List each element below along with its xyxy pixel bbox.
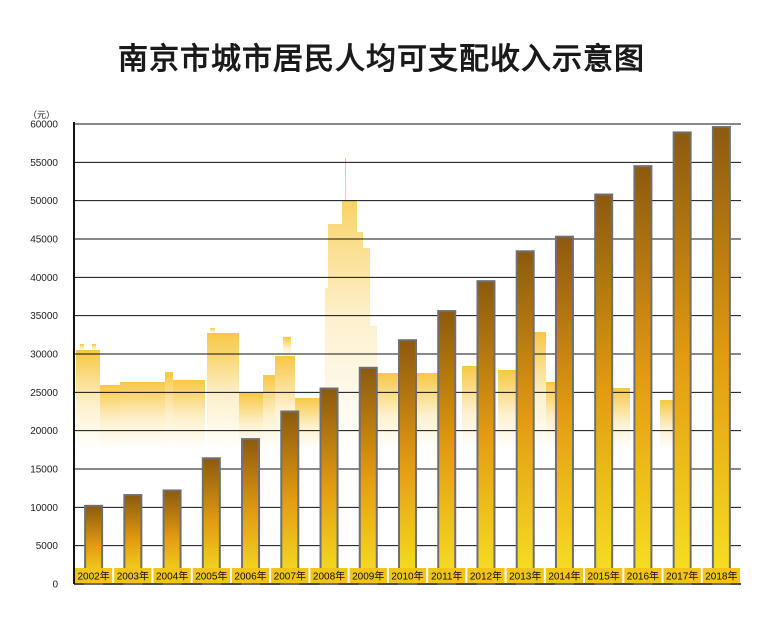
y-unit-label: （元） [28,110,55,120]
x-tick-label: 2004年 [156,570,188,583]
bar [398,339,417,586]
category-label-bg [75,568,113,583]
y-tick-label: 30000 [30,350,58,361]
category-label-bg [114,568,152,583]
bar [711,126,731,585]
x-tick-label: 2016年 [627,570,659,583]
bar [241,438,261,585]
category-label-bg [702,568,740,583]
y-tick-label: 5000 [36,541,59,552]
category-label-bg [428,568,466,583]
x-tick-label: 2007年 [274,570,306,583]
category-label-bg [271,568,309,583]
x-tick-label: 2006年 [234,570,266,583]
bar [437,310,457,585]
bar [123,494,143,585]
category-label-bg [231,568,270,583]
y-tick-label: 60000 [30,120,58,131]
x-tick-label: 2008年 [313,570,345,583]
category-labels: 2002年 2003年 2004年 2005年 2006年 2007年 2008年 2009年… [75,568,740,583]
bar [672,131,692,586]
y-tick-label: 40000 [30,273,58,284]
bar [594,193,614,586]
x-tick-label: 2011年 [431,570,463,583]
bar [554,235,574,585]
bar [476,280,496,585]
category-label-bg [349,568,387,583]
category-label-bg [153,568,191,583]
x-tick-label: 2012年 [470,570,502,583]
y-tick-label: 10000 [30,503,58,514]
y-axis: 0 5000 10000 15000 20000 25000 30000 35000 40000… [28,110,75,591]
bar [84,504,104,585]
bar [280,410,300,585]
y-tick-label: 50000 [30,196,58,207]
y-tick-label: 0 [52,580,58,591]
bar [201,457,221,585]
bar [358,366,378,585]
category-label-bg [545,568,584,583]
y-tick-label: 15000 [30,465,58,476]
category-label-bg [310,568,348,583]
y-tick-label: 25000 [30,388,58,399]
category-label-bg [506,568,544,583]
x-tick-label: 2014年 [548,570,580,583]
bar [515,250,535,585]
category-label-bg [663,568,701,583]
category-label-bg [192,568,230,583]
y-tick-label: 35000 [30,311,58,322]
category-label-bg [388,568,427,583]
x-tick-label: 2005年 [195,570,227,583]
bar [633,165,653,586]
bar [319,387,339,585]
x-tick-label: 2003年 [117,570,149,583]
x-tick-label: 2009年 [352,570,384,583]
category-label-bg [585,568,623,583]
x-tick-label: 2002年 [77,570,109,583]
category-label-bg [467,568,505,583]
x-tick-label: 2017年 [666,570,698,583]
x-tick-label: 2015年 [588,570,620,583]
x-tick-label: 2013年 [509,570,541,583]
x-tick-label: 2010年 [391,570,423,583]
category-label-bg [624,568,662,583]
chart-title: 南京市城市居民人均可支配收入示意图 [118,42,645,77]
y-tick-label: 20000 [30,426,58,437]
y-tick-label: 45000 [30,235,58,246]
y-tick-label: 55000 [30,158,58,169]
bar [162,489,182,586]
x-tick-label: 2018年 [705,570,737,583]
bars [84,126,731,586]
